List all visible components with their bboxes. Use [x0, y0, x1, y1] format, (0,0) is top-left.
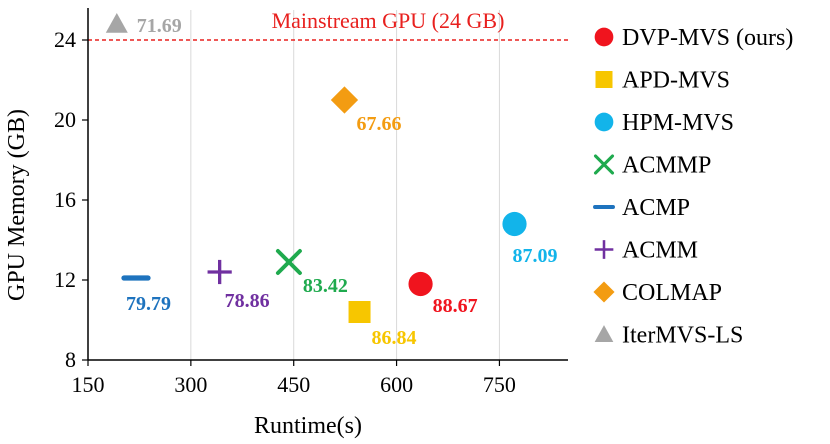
data-points: 88.67 86.84 87.09 83.42 79.79 78.86 67.66 71.69: [105, 13, 558, 349]
x-tick-label: 600: [380, 372, 413, 397]
data-label: 71.69: [137, 15, 182, 37]
data-label: 87.09: [513, 245, 558, 267]
axes: [87, 8, 568, 361]
y-tick-label: 24: [54, 27, 76, 52]
legend-label: ACMMP: [622, 153, 711, 179]
x-tick-label: 150: [72, 372, 105, 397]
point-dvp-mvs-ours-: [408, 271, 433, 297]
legend-label: ACMM: [622, 238, 698, 264]
legend-marker: [593, 281, 615, 303]
point-apd-mvs: [348, 301, 371, 323]
legend-marker-stroke: [593, 154, 615, 175]
point-acmmp-stroke: [275, 249, 302, 275]
legend-label: IterMVS-LS: [622, 323, 743, 349]
legend-marker: [594, 27, 614, 47]
legend-label: ACMP: [622, 195, 690, 221]
point-colmap: [330, 86, 359, 114]
data-label: 79.79: [126, 293, 171, 315]
y-tick-label: 20: [54, 107, 76, 132]
reference-line-label: Mainstream GPU (24 GB): [272, 8, 505, 33]
y-tick-label: 12: [54, 267, 76, 292]
legend-label: DVP-MVS (ours): [622, 25, 793, 51]
data-label: 83.42: [303, 275, 348, 297]
y-tick-label: 8: [65, 347, 76, 372]
point-acmmp: [275, 249, 302, 275]
legend-marker: [594, 112, 614, 132]
reference-line-group: Mainstream GPU (24 GB): [88, 8, 568, 41]
point-hpm-mvs: [502, 211, 527, 237]
data-label: 78.86: [225, 290, 270, 312]
legend-marker: [594, 325, 614, 342]
data-label: 86.84: [372, 327, 417, 349]
y-tick-label: 16: [54, 187, 76, 212]
data-label: 88.67: [433, 295, 478, 317]
point-acmm: [207, 259, 232, 285]
legend-label: APD-MVS: [622, 68, 730, 94]
legend-marker: [595, 71, 613, 88]
x-tick-label: 750: [483, 372, 516, 397]
x-tick-label: 450: [277, 372, 310, 397]
legend-marker: [594, 240, 614, 259]
x-axis-title: Runtime(s): [254, 413, 362, 439]
legend-label: COLMAP: [622, 280, 722, 306]
tick-labels: 150 300 450 600 750 8 12 16 20 24: [54, 27, 516, 397]
x-tick-label: 300: [174, 372, 207, 397]
legend-label: HPM-MVS: [622, 110, 734, 136]
grid-lines: [190, 10, 500, 360]
point-itermvs-ls: [105, 13, 128, 33]
legend: DVP-MVS (ours) APD-MVS HPM-MVS ACMMP ACMP ACM…: [593, 25, 793, 349]
y-axis-title: GPU Memory (GB): [4, 109, 30, 301]
data-label: 67.66: [356, 113, 401, 135]
legend-marker: [593, 154, 615, 175]
